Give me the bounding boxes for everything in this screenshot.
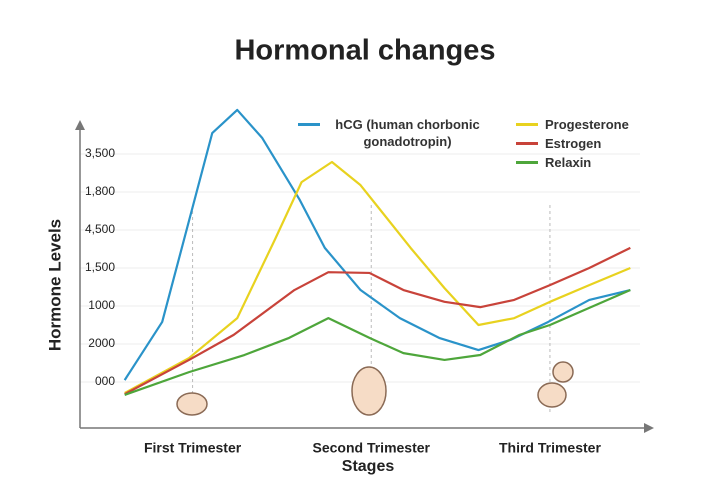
x-tick-label: First Trimester [144,440,242,456]
y-axis-label: Hormone Levels [45,219,64,351]
legend-item: Progesterone [516,116,656,133]
series-line [124,289,631,396]
legend-item: Relaxin [516,154,656,171]
x-tick-label: Third Trimester [499,440,601,456]
fetus-icon [552,361,574,383]
legend-swatch [516,123,538,126]
y-tick-label: 1,500 [85,260,115,274]
y-arrow [75,120,85,130]
legend-swatch [298,123,320,126]
legend-label: Estrogen [545,136,602,151]
axes [75,120,654,433]
y-tick-label: 3,500 [85,146,115,160]
y-tick-label: 2000 [88,336,115,350]
grid [80,153,640,415]
legend-label: Progesterone [545,117,629,132]
y-tick-label: 1,800 [85,184,115,198]
legend-label: hCG (human chorbonic gonadotropin) [335,117,480,149]
fetus-icons [176,361,574,416]
series-line [124,246,631,396]
legend-swatch [516,161,538,164]
fetus-icon [176,392,208,416]
fetus-icon [351,366,387,416]
legend-swatch [516,142,538,145]
fetus-icon [537,382,567,408]
y-tick-label: 000 [95,374,115,388]
legend: hCG (human chorbonic gonadotropin) Proges… [298,116,658,186]
x-axis-label: Stages [342,458,395,475]
legend-item: hCG (human chorbonic gonadotropin) [298,116,488,150]
y-tick-label: 1000 [88,298,115,312]
x-arrow [644,423,654,433]
legend-label: Relaxin [545,155,592,170]
series-line [124,160,631,394]
series-line [123,108,631,381]
x-tick-label: Second Trimester [313,440,431,456]
chart-title: Hormonal changes [234,35,495,67]
legend-item: Estrogen [516,135,656,152]
y-tick-label: 4,500 [85,222,115,236]
